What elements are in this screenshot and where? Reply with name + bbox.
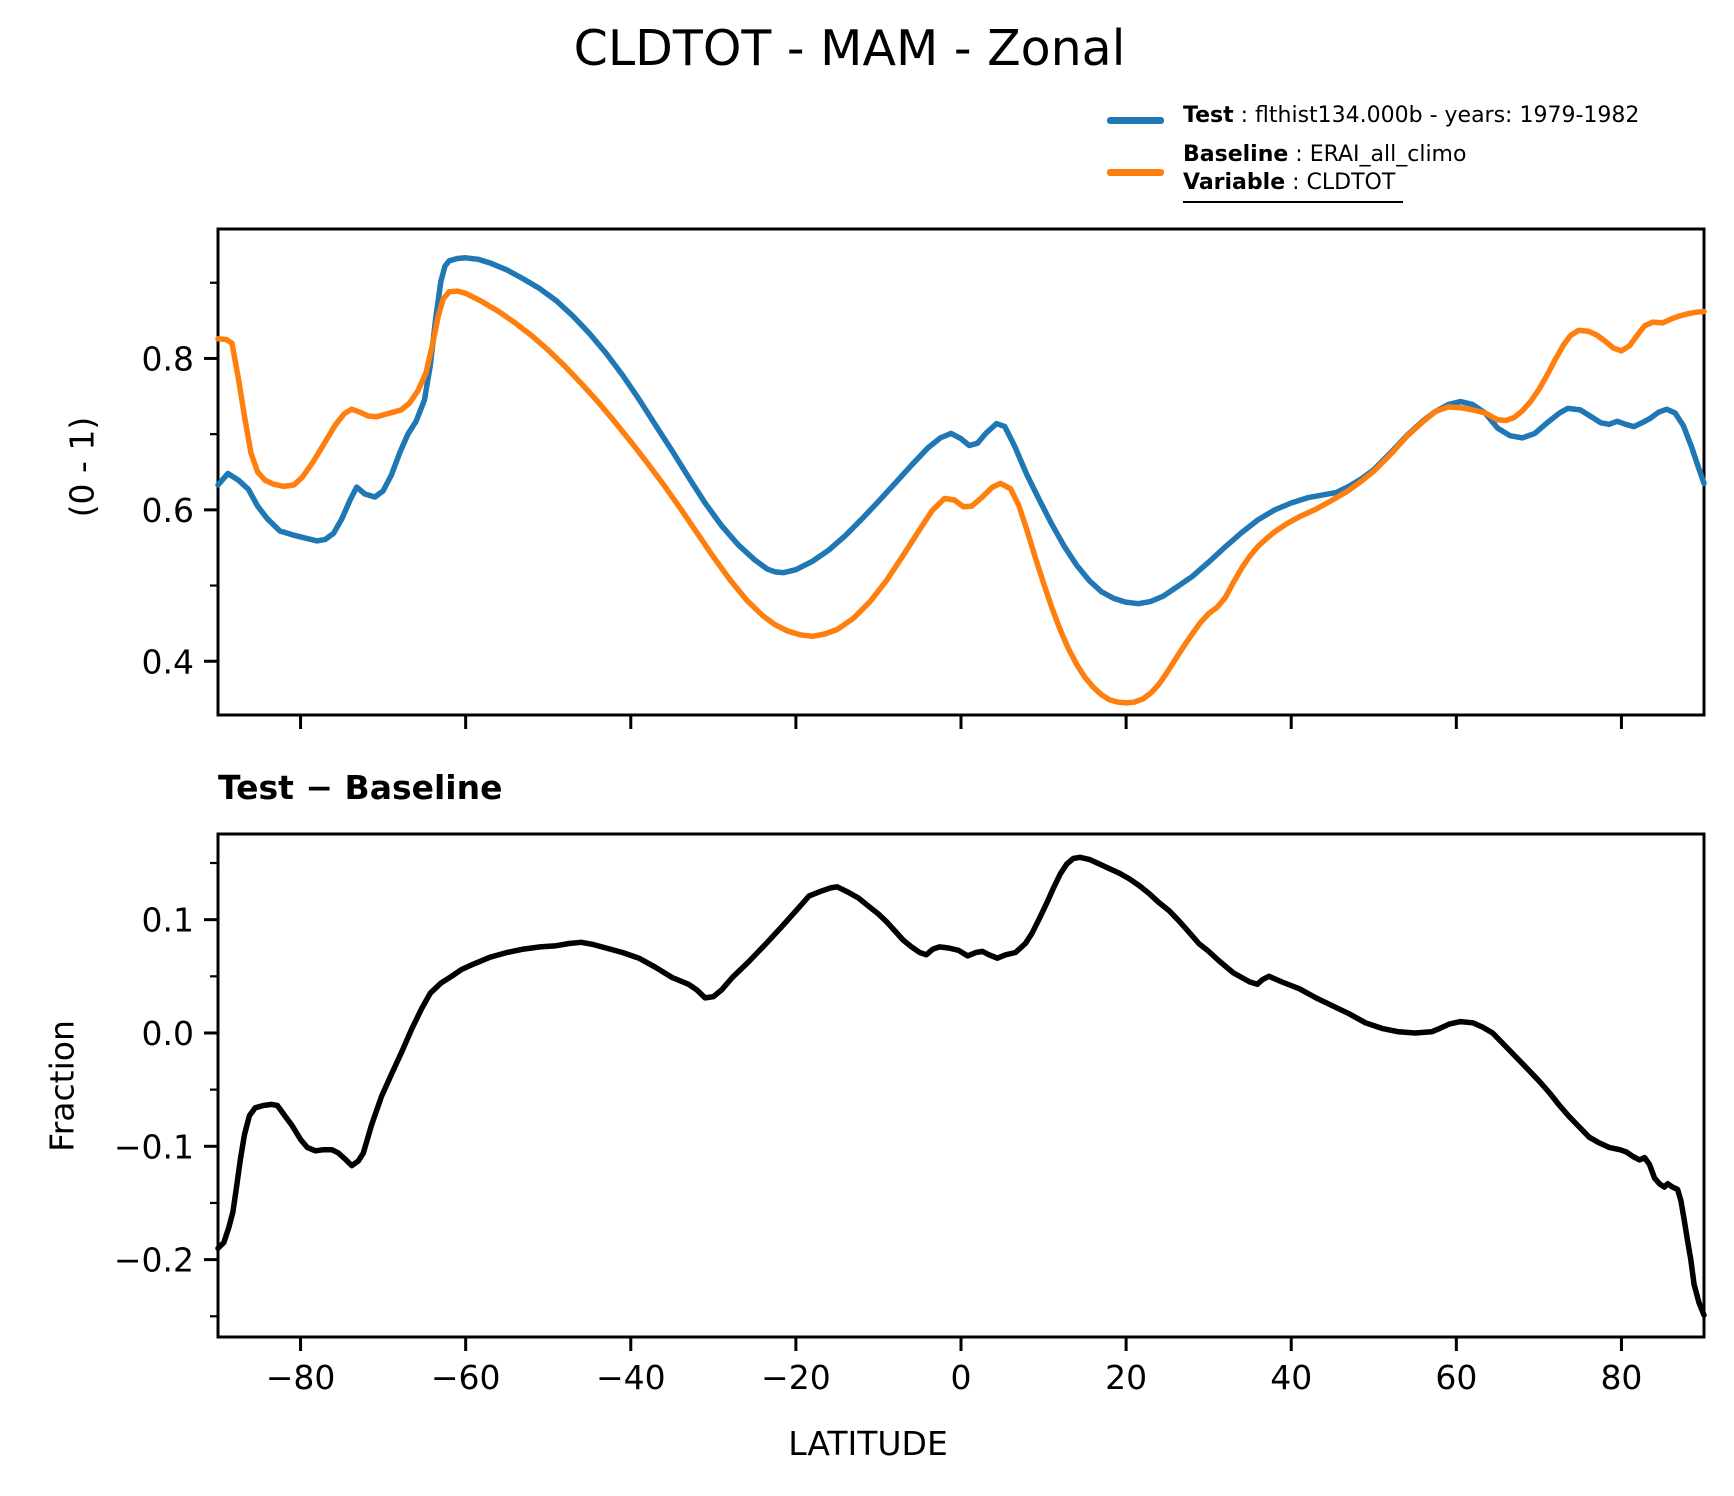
baseline-line-swatch xyxy=(1107,169,1164,176)
y-tick-label: 0.0 xyxy=(142,1014,194,1053)
x-tick-label: −60 xyxy=(431,1358,501,1397)
series-test-baseline xyxy=(215,854,1707,1318)
y-tick-label: 0.1 xyxy=(142,901,194,940)
legend: Test : flthist134.000b - years: 1979-198… xyxy=(0,0,1734,230)
y-tick-label: 0.4 xyxy=(142,642,194,681)
series-test xyxy=(215,255,1707,607)
legend-baseline-label: Baseline xyxy=(1183,142,1289,167)
y-axis-label-top: (0 - 1) xyxy=(62,416,102,518)
x-tick-label: 80 xyxy=(1600,1358,1642,1397)
legend-variable-value: : CLDTOT xyxy=(1285,170,1396,195)
legend-variable-label: Variable xyxy=(1183,170,1286,195)
x-tick-label: −40 xyxy=(596,1358,666,1397)
plot-frame-1 xyxy=(216,832,1706,1339)
x-tick-label: 0 xyxy=(951,1358,972,1397)
series-baseline xyxy=(215,288,1707,706)
legend-entry-test: Test : flthist134.000b - years: 1979-198… xyxy=(1183,103,1639,128)
x-tick-label: 40 xyxy=(1270,1358,1312,1397)
y-tick-label: 0.8 xyxy=(142,339,194,378)
y-axis-label-bottom: Fraction xyxy=(42,1020,82,1152)
x-tick-label: −80 xyxy=(266,1358,336,1397)
panel-title-diff: Test − Baseline xyxy=(218,768,503,807)
legend-test-value: : flthist134.000b - years: 1979-1982 xyxy=(1233,103,1640,128)
legend-test-label: Test xyxy=(1183,103,1234,128)
legend-entry-variable: Variable : CLDTOT xyxy=(1183,170,1395,195)
x-tick-label: 60 xyxy=(1435,1358,1477,1397)
y-tick-label: −0.1 xyxy=(114,1127,194,1166)
x-tick-label: 20 xyxy=(1105,1358,1147,1397)
legend-entry-baseline: Baseline : ERAI_all_climo xyxy=(1183,142,1466,167)
y-tick-label: 0.6 xyxy=(142,491,194,530)
page-title: CLDTOT - MAM - Zonal xyxy=(573,20,1126,77)
y-tick-label: −0.2 xyxy=(114,1241,194,1280)
x-axis-label: LATITUDE xyxy=(788,1424,948,1463)
legend-baseline-value: : ERAI_all_climo xyxy=(1288,142,1467,167)
x-tick-label: −20 xyxy=(761,1358,831,1397)
legend-underline xyxy=(1183,201,1403,203)
test-line-swatch xyxy=(1107,117,1164,124)
